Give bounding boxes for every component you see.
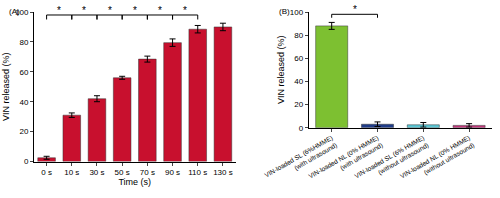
svg-text:20: 20: [294, 100, 303, 109]
svg-text:70 s: 70 s: [140, 168, 155, 177]
svg-text:Time (s): Time (s): [118, 177, 151, 187]
svg-text:*: *: [82, 5, 86, 16]
svg-text:0 s: 0 s: [41, 168, 52, 177]
svg-text:0: 0: [299, 124, 304, 133]
svg-text:*: *: [133, 5, 137, 16]
svg-text:*: *: [158, 5, 162, 16]
svg-text:VIN-loaded NL (0% HMME)(withou: VIN-loaded NL (0% HMME)(without ultrasou…: [399, 134, 476, 188]
svg-text:90 s: 90 s: [165, 168, 180, 177]
svg-text:50 s: 50 s: [115, 168, 130, 177]
svg-text:130 s: 130 s: [213, 168, 233, 177]
svg-text:*: *: [183, 5, 187, 16]
svg-text:*: *: [57, 5, 61, 16]
svg-text:*: *: [353, 4, 357, 15]
svg-text:30 s: 30 s: [89, 168, 104, 177]
svg-text:VIN-loaded SL (6%HMME)(with ul: VIN-loaded SL (6%HMME)(with ultrasound): [263, 134, 338, 187]
svg-text:110 s: 110 s: [188, 168, 207, 177]
svg-text:40: 40: [294, 77, 303, 86]
svg-text:VIN-loaded NL (0% HMME)(with u: VIN-loaded NL (0% HMME)(with ultrasound): [307, 134, 384, 188]
svg-text:(B): (B): [279, 7, 290, 16]
svg-text:80: 80: [294, 31, 303, 40]
svg-text:40: 40: [19, 98, 28, 107]
svg-text:60: 60: [19, 68, 28, 77]
svg-text:(A): (A): [9, 7, 20, 16]
svg-text:20: 20: [19, 127, 28, 136]
svg-text:VIN-loaded SL (6% HMME)(withou: VIN-loaded SL (6% HMME)(without ultrasou…: [353, 134, 430, 188]
svg-text:VIN released (%): VIN released (%): [276, 36, 286, 105]
svg-text:100: 100: [15, 8, 29, 17]
svg-text:80: 80: [19, 38, 28, 47]
svg-text:0: 0: [24, 157, 29, 166]
svg-text:*: *: [108, 5, 112, 16]
svg-text:60: 60: [294, 54, 303, 63]
svg-text:10 s: 10 s: [64, 168, 79, 177]
svg-text:100: 100: [290, 8, 304, 17]
svg-text:VIN released (%): VIN released (%): [1, 52, 11, 121]
